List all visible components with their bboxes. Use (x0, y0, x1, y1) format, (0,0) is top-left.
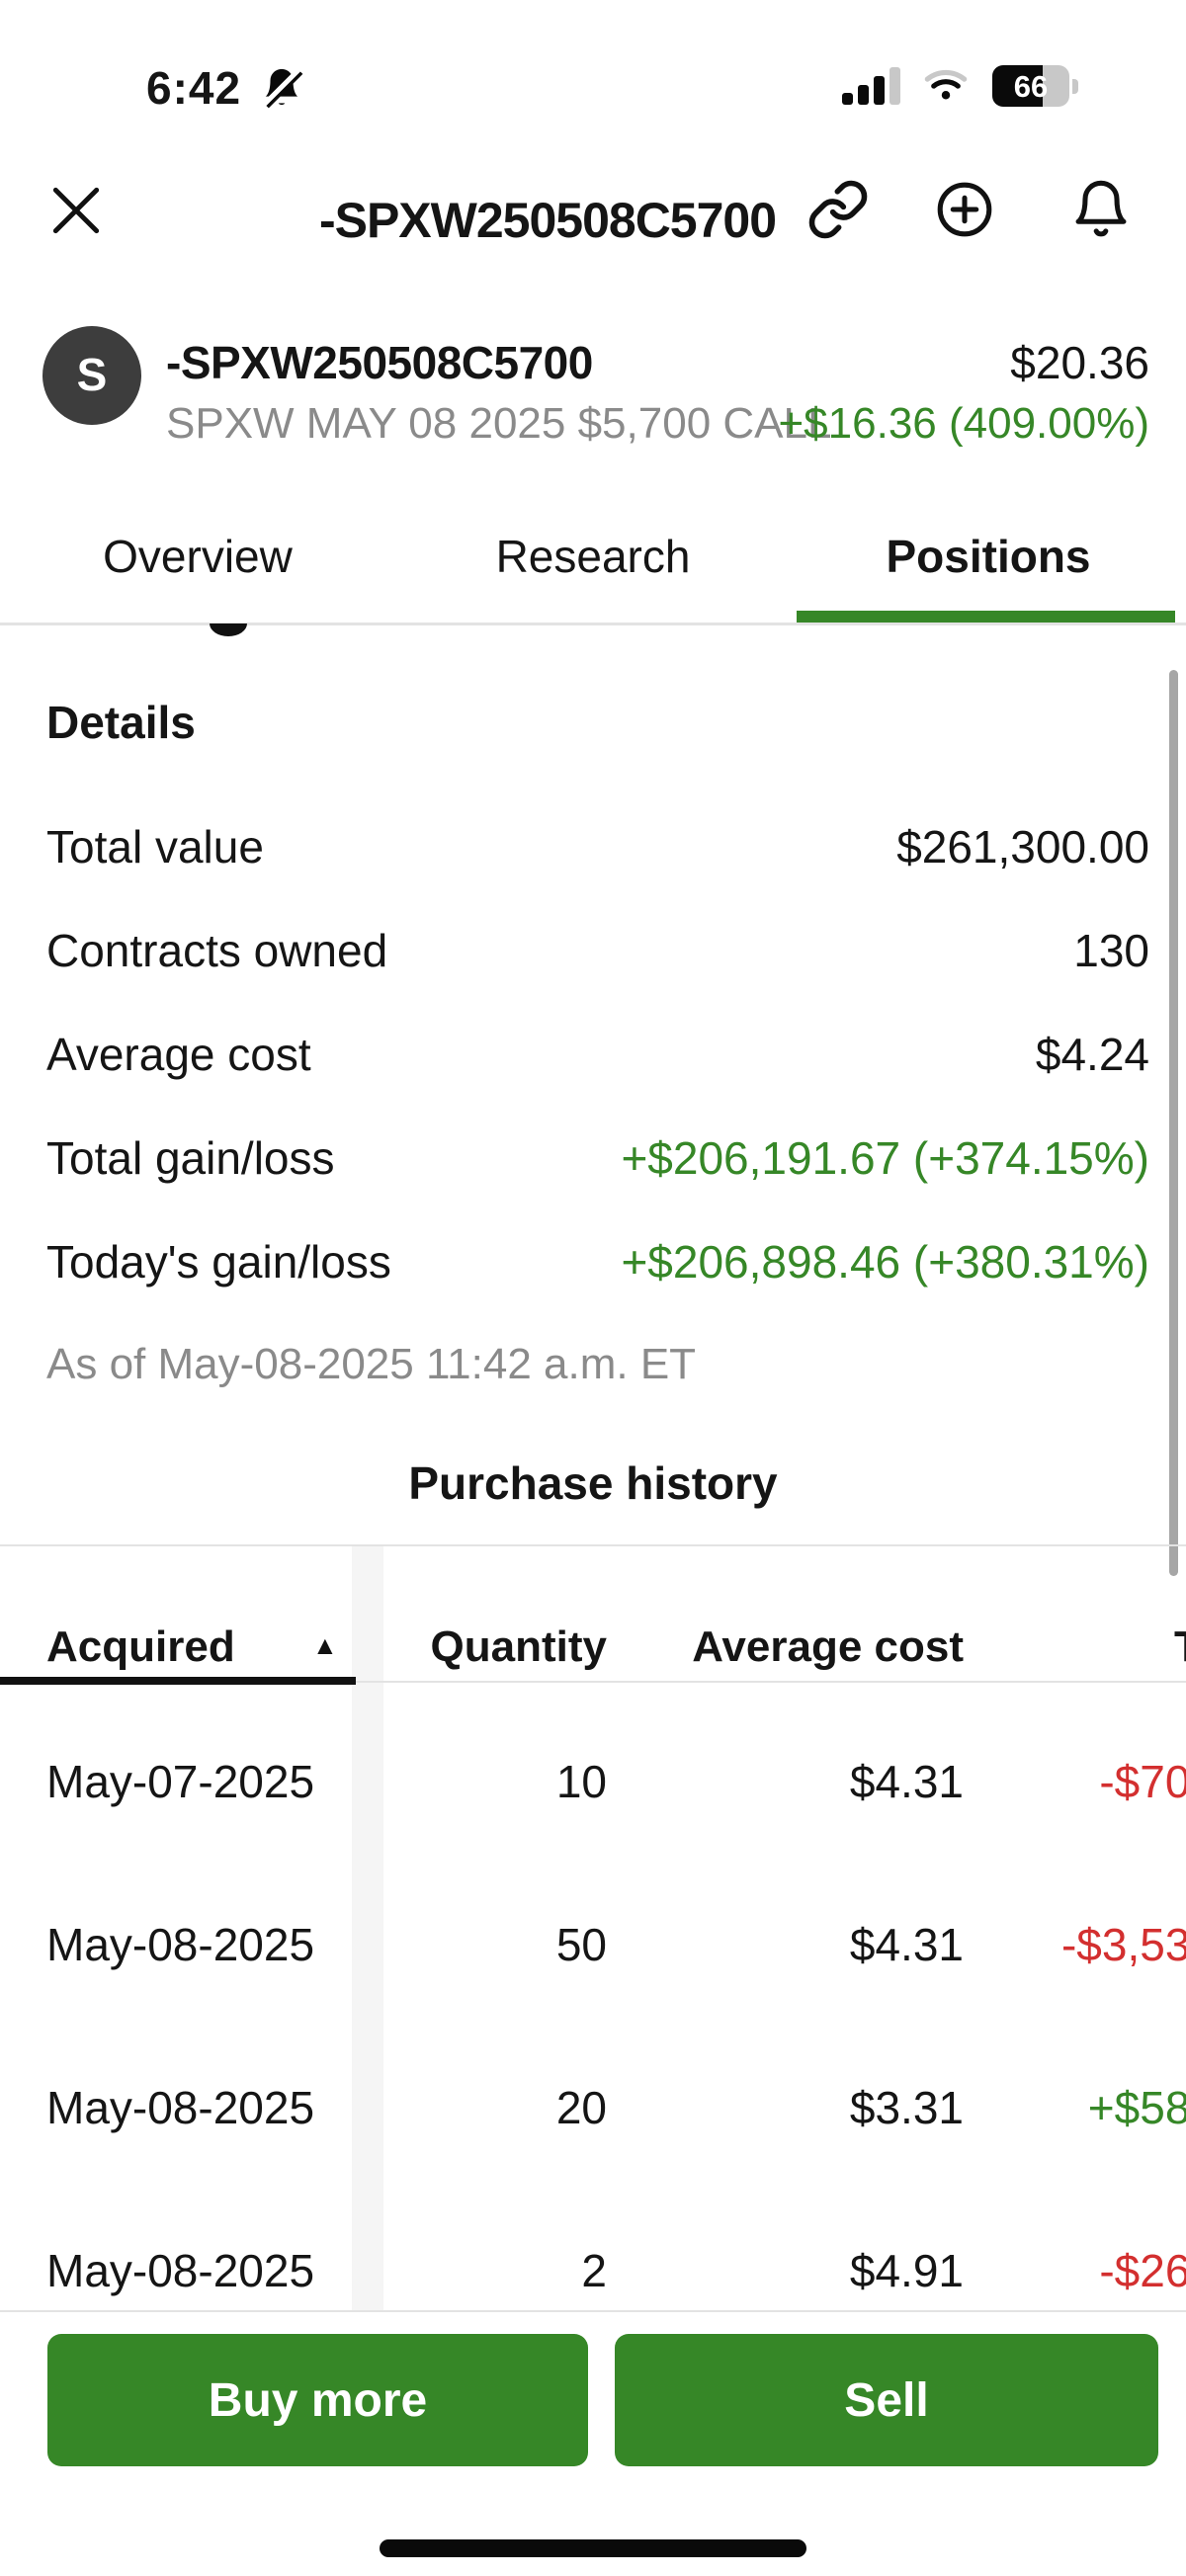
battery-icon: 66 (992, 65, 1069, 107)
detail-value: 130 (1073, 925, 1149, 976)
details-heading: Details (46, 697, 196, 748)
add-to-watchlist-button[interactable] (933, 178, 996, 241)
detail-value: $261,300.00 (896, 821, 1149, 873)
cell-total-gain-loss: -$3,533 (1060, 1919, 1186, 1970)
sorted-column-underline (0, 1677, 356, 1685)
cell-average-cost: $4.31 (849, 1756, 964, 1807)
scrolled-content-peek (210, 623, 247, 636)
detail-value: $4.24 (1035, 1029, 1149, 1080)
home-indicator[interactable] (380, 2539, 806, 2557)
last-price: $20.36 (1010, 337, 1149, 388)
active-tab-indicator (797, 611, 1175, 623)
symbol-avatar: S (42, 326, 141, 425)
detail-label: Average cost (46, 1029, 311, 1080)
cell-quantity: 20 (555, 2082, 607, 2133)
battery-percent: 66 (1013, 69, 1049, 104)
column-header-total-gain-loss[interactable]: Total gain/loss (1174, 1622, 1186, 1672)
detail-label: Total gain/loss (46, 1132, 335, 1184)
price-change: +$16.36 (409.00%) (778, 399, 1149, 448)
alerts-button[interactable] (1069, 178, 1133, 241)
tab-positions[interactable]: Positions (791, 530, 1186, 583)
bell-icon (1069, 178, 1133, 241)
cell-acquired: May-08-2025 (46, 2245, 315, 2296)
column-header-acquired[interactable]: Acquired (46, 1622, 235, 1671)
as-of-timestamp: As of May-08-2025 11:42 a.m. ET (46, 1340, 697, 1388)
detail-value: +$206,898.46 (+380.31%) (621, 1236, 1149, 1288)
plus-circle-icon (933, 178, 996, 241)
sort-ascending-icon: ▲ (312, 1630, 338, 1660)
cell-total-gain-loss: -$706 (1099, 1756, 1186, 1807)
frozen-column-gap (352, 1546, 383, 2310)
cell-acquired: May-08-2025 (46, 1919, 315, 1970)
symbol-description: SPXW MAY 08 2025 $5,700 CALL (166, 399, 832, 448)
link-icon (806, 178, 870, 241)
scrollbar-thumb[interactable] (1169, 670, 1178, 1576)
tab-overview[interactable]: Overview (0, 530, 395, 583)
buy-more-button[interactable]: Buy more (47, 2334, 588, 2466)
battery-cap (1072, 79, 1078, 94)
avatar-letter: S (76, 349, 108, 400)
sell-button[interactable]: Sell (615, 2334, 1158, 2466)
column-header-quantity[interactable]: Quantity (395, 1622, 607, 1672)
cell-average-cost: $4.91 (849, 2245, 964, 2296)
tabbar-divider (0, 623, 1186, 625)
detail-label: Contracts owned (46, 925, 388, 976)
cell-quantity: 50 (555, 1919, 607, 1970)
cellular-signal-icon (842, 67, 903, 105)
tab-research[interactable]: Research (395, 530, 791, 583)
status-time: 6:42 (146, 62, 242, 114)
close-button[interactable] (45, 180, 107, 241)
notifications-muted-icon (259, 65, 304, 111)
cell-acquired: May-07-2025 (46, 1756, 315, 1807)
link-button[interactable] (806, 178, 870, 241)
cell-average-cost: $3.31 (849, 2082, 964, 2133)
cell-average-cost: $4.31 (849, 1919, 964, 1970)
purchase-history-heading: Purchase history (408, 1457, 778, 1509)
symbol-name: -SPXW250508C5700 (166, 337, 593, 388)
section-divider (0, 1544, 1186, 1546)
cell-total-gain-loss: -$261 (1099, 2245, 1186, 2296)
cell-total-gain-loss: +$586 (1087, 2082, 1186, 2133)
detail-label: Today's gain/loss (46, 1236, 391, 1288)
cell-quantity: 2 (581, 2245, 607, 2296)
close-icon (45, 180, 107, 241)
cell-quantity: 10 (555, 1756, 607, 1807)
page-title: -SPXW250508C5700 (318, 193, 777, 248)
table-header-divider (356, 1681, 1186, 1683)
cell-acquired: May-08-2025 (46, 2082, 315, 2133)
footer-divider (0, 2310, 1186, 2312)
wifi-icon (917, 63, 974, 107)
detail-label: Total value (46, 821, 264, 873)
detail-value: +$206,191.67 (+374.15%) (621, 1132, 1149, 1184)
column-header-average-cost[interactable]: Average cost (692, 1622, 964, 1671)
